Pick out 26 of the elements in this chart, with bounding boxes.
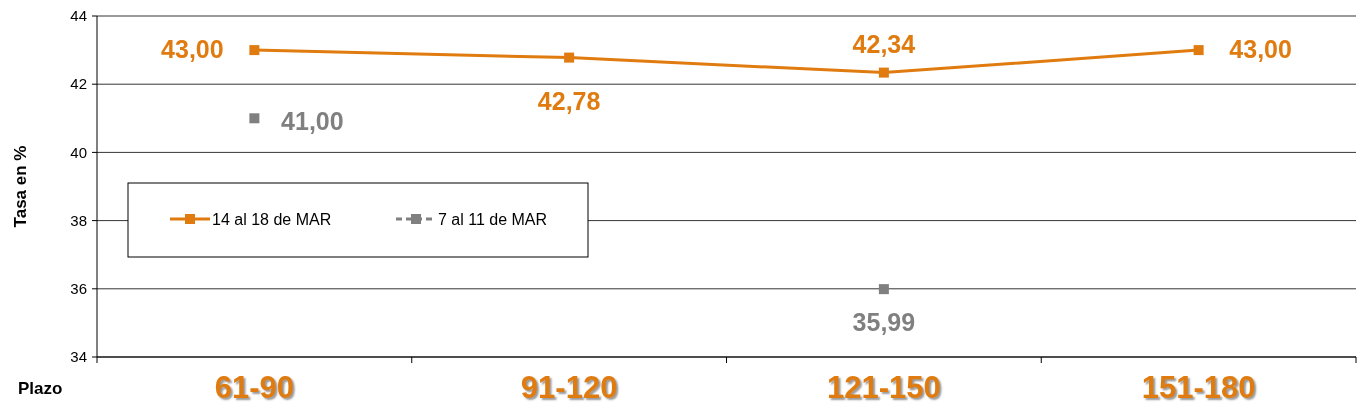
legend-label: 14 al 18 de MAR	[212, 210, 332, 228]
x-tick-label: 91-120	[520, 370, 618, 405]
data-label: 43,00	[1229, 35, 1292, 64]
point	[878, 67, 889, 78]
y-axis-title: Tasa en %	[11, 145, 30, 228]
point	[1193, 45, 1204, 56]
data-label: 35,99	[852, 308, 916, 337]
point	[564, 52, 575, 63]
legend-label: 7 al 11 de MAR	[438, 210, 548, 228]
data-label: 42,78	[537, 86, 601, 115]
point	[249, 45, 260, 56]
x-tick-label: 151-180	[1141, 370, 1256, 405]
x-axis-title: Plazo	[18, 379, 63, 398]
y-tick-label: 44	[70, 7, 87, 25]
x-tick-label: 121-150	[826, 370, 941, 405]
y-tick-label: 34	[70, 348, 87, 366]
point	[249, 113, 260, 124]
y-tick-label: 40	[70, 143, 87, 161]
y-tick-label: 38	[70, 211, 87, 229]
y-tick-label: 42	[70, 75, 87, 93]
data-label: 43,00	[161, 35, 224, 64]
y-tick-label: 36	[70, 280, 87, 298]
point	[878, 284, 889, 295]
data-label: 42,34	[852, 29, 916, 58]
x-tick-label: 61-90	[214, 370, 295, 405]
data-label: 41,00	[281, 107, 344, 136]
